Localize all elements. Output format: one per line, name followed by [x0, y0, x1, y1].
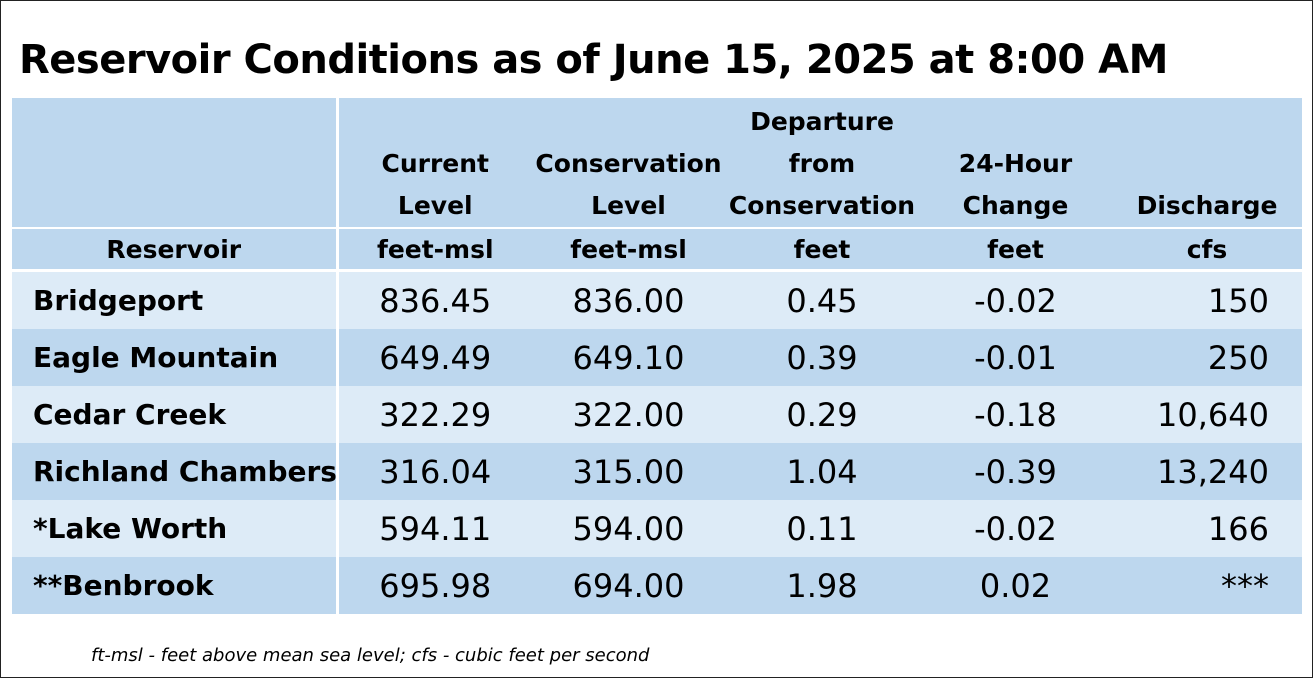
col-header-discharge: Discharge [1112, 98, 1302, 228]
discharge-value: 150 [1112, 270, 1302, 329]
header-row-units: Reservoir feet-msl feet-msl feet feet cf… [12, 227, 1302, 272]
conservation-level-value: 315.00 [532, 443, 725, 500]
table-row: **Benbrook 695.98 694.00 1.98 0.02 *** [12, 557, 1302, 614]
table-row: Richland Chambers 316.04 315.00 1.04 -0.… [12, 443, 1302, 500]
conservation-level-value: 649.10 [532, 329, 725, 386]
col-header-departure: Departure from Conservation [725, 98, 919, 228]
table-row: Eagle Mountain 649.49 649.10 0.39 -0.01 … [12, 329, 1302, 386]
discharge-value: 10,640 [1112, 386, 1302, 443]
conservation-level-value: 836.00 [532, 270, 725, 329]
change-value: -0.01 [919, 329, 1112, 386]
page-title: Reservoir Conditions as of June 15, 2025… [19, 37, 1168, 83]
current-level-value: 695.98 [337, 557, 532, 614]
col-header-conservation-level: Conservation Level [532, 98, 725, 228]
header-row-labels: Current Level Conservation Level Departu… [12, 98, 1302, 228]
departure-value: 0.29 [725, 386, 919, 443]
header-line: Conservation [728, 191, 916, 220]
change-value: 0.02 [919, 557, 1112, 614]
header-line: Conservation [535, 149, 722, 178]
current-level-value: 649.49 [337, 329, 532, 386]
reservoir-table: Current Level Conservation Level Departu… [12, 98, 1302, 614]
col-header-reservoir-blank [12, 98, 339, 228]
change-value: -0.02 [919, 270, 1112, 329]
col-header-current-level: Current Level [337, 98, 532, 228]
unit-current-level: feet-msl [337, 227, 532, 272]
change-value: -0.39 [919, 443, 1112, 500]
header-line: Level [591, 191, 666, 220]
unit-24hour-change: feet [919, 227, 1112, 272]
departure-value: 1.98 [725, 557, 919, 614]
current-level-value: 316.04 [337, 443, 532, 500]
header-line: Level [397, 191, 473, 220]
current-level-value: 594.11 [337, 500, 532, 557]
table-row: Cedar Creek 322.29 322.00 0.29 -0.18 10,… [12, 386, 1302, 443]
discharge-value: 13,240 [1112, 443, 1302, 500]
header-line: from [788, 149, 856, 178]
unit-discharge: cfs [1112, 227, 1302, 272]
conservation-level-value: 594.00 [532, 500, 725, 557]
col-header-reservoir: Reservoir [12, 227, 339, 272]
table-row: *Lake Worth 594.11 594.00 0.11 -0.02 166 [12, 500, 1302, 557]
unit-departure: feet [725, 227, 919, 272]
reservoir-name: **Benbrook [12, 557, 339, 614]
header-line: Discharge [1136, 191, 1278, 220]
discharge-value: *** [1112, 557, 1302, 614]
change-value: -0.18 [919, 386, 1112, 443]
change-value: -0.02 [919, 500, 1112, 557]
reservoir-name: Richland Chambers [12, 443, 339, 500]
reservoir-name: *Lake Worth [12, 500, 339, 557]
departure-value: 1.04 [725, 443, 919, 500]
conservation-level-value: 322.00 [532, 386, 725, 443]
header-line: Departure [750, 107, 894, 136]
table-row: Bridgeport 836.45 836.00 0.45 -0.02 150 [12, 270, 1302, 329]
header-line: 24-Hour [958, 149, 1073, 178]
reservoir-name: Eagle Mountain [12, 329, 339, 386]
reservoir-name: Bridgeport [12, 270, 339, 329]
col-header-24hour-change: 24-Hour Change [919, 98, 1112, 228]
conservation-level-value: 694.00 [532, 557, 725, 614]
discharge-value: 166 [1112, 500, 1302, 557]
departure-value: 0.11 [725, 500, 919, 557]
reservoir-name: Cedar Creek [12, 386, 339, 443]
current-level-value: 836.45 [337, 270, 532, 329]
discharge-value: 250 [1112, 329, 1302, 386]
footnote: ft-msl - feet above mean sea level; cfs … [91, 645, 650, 666]
header-line: Current [381, 149, 489, 178]
departure-value: 0.45 [725, 270, 919, 329]
header-line: Change [962, 191, 1069, 220]
unit-conservation-level: feet-msl [532, 227, 725, 272]
departure-value: 0.39 [725, 329, 919, 386]
current-level-value: 322.29 [337, 386, 532, 443]
